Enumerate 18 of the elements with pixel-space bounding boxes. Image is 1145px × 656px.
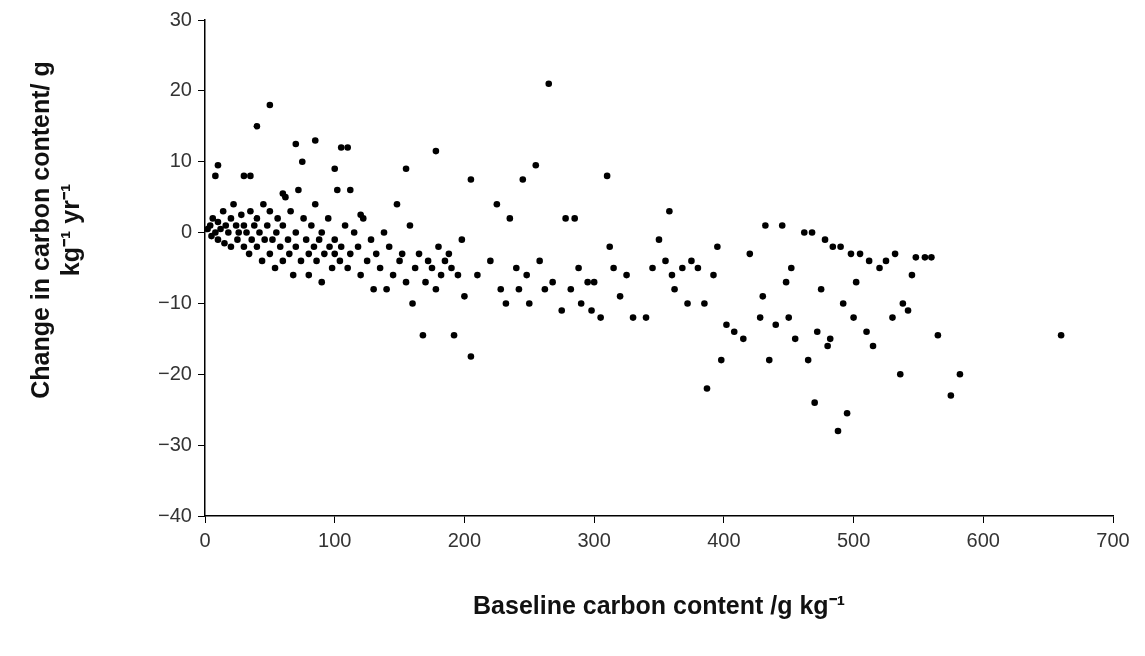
x-tick-label: 600: [966, 528, 1000, 551]
x-tick-label: 100: [318, 528, 352, 551]
x-axis-title: Baseline carbon content /g kg⁻¹: [472, 590, 846, 620]
y-tick-label: 20: [169, 78, 192, 101]
y-tick-label: 30: [169, 7, 192, 30]
x-tick-label: 300: [577, 528, 611, 551]
y-axis-title: Change in carbon content/ g kg⁻¹ yr⁻¹: [25, 60, 85, 400]
x-tick-label: 500: [836, 528, 871, 551]
x-tick-label: 700: [1096, 528, 1130, 551]
x-tick-label: 200: [447, 528, 482, 551]
y-tick-label: −10: [158, 290, 192, 313]
x-tick-label: 400: [707, 528, 741, 551]
x-tick-label: 0: [199, 528, 211, 551]
y-tick-label: −30: [158, 432, 192, 455]
y-tick-label: −40: [158, 503, 192, 526]
y-tick-label: −20: [158, 361, 192, 384]
y-tick-label: 0: [180, 220, 192, 243]
y-tick-label: 10: [169, 149, 192, 172]
